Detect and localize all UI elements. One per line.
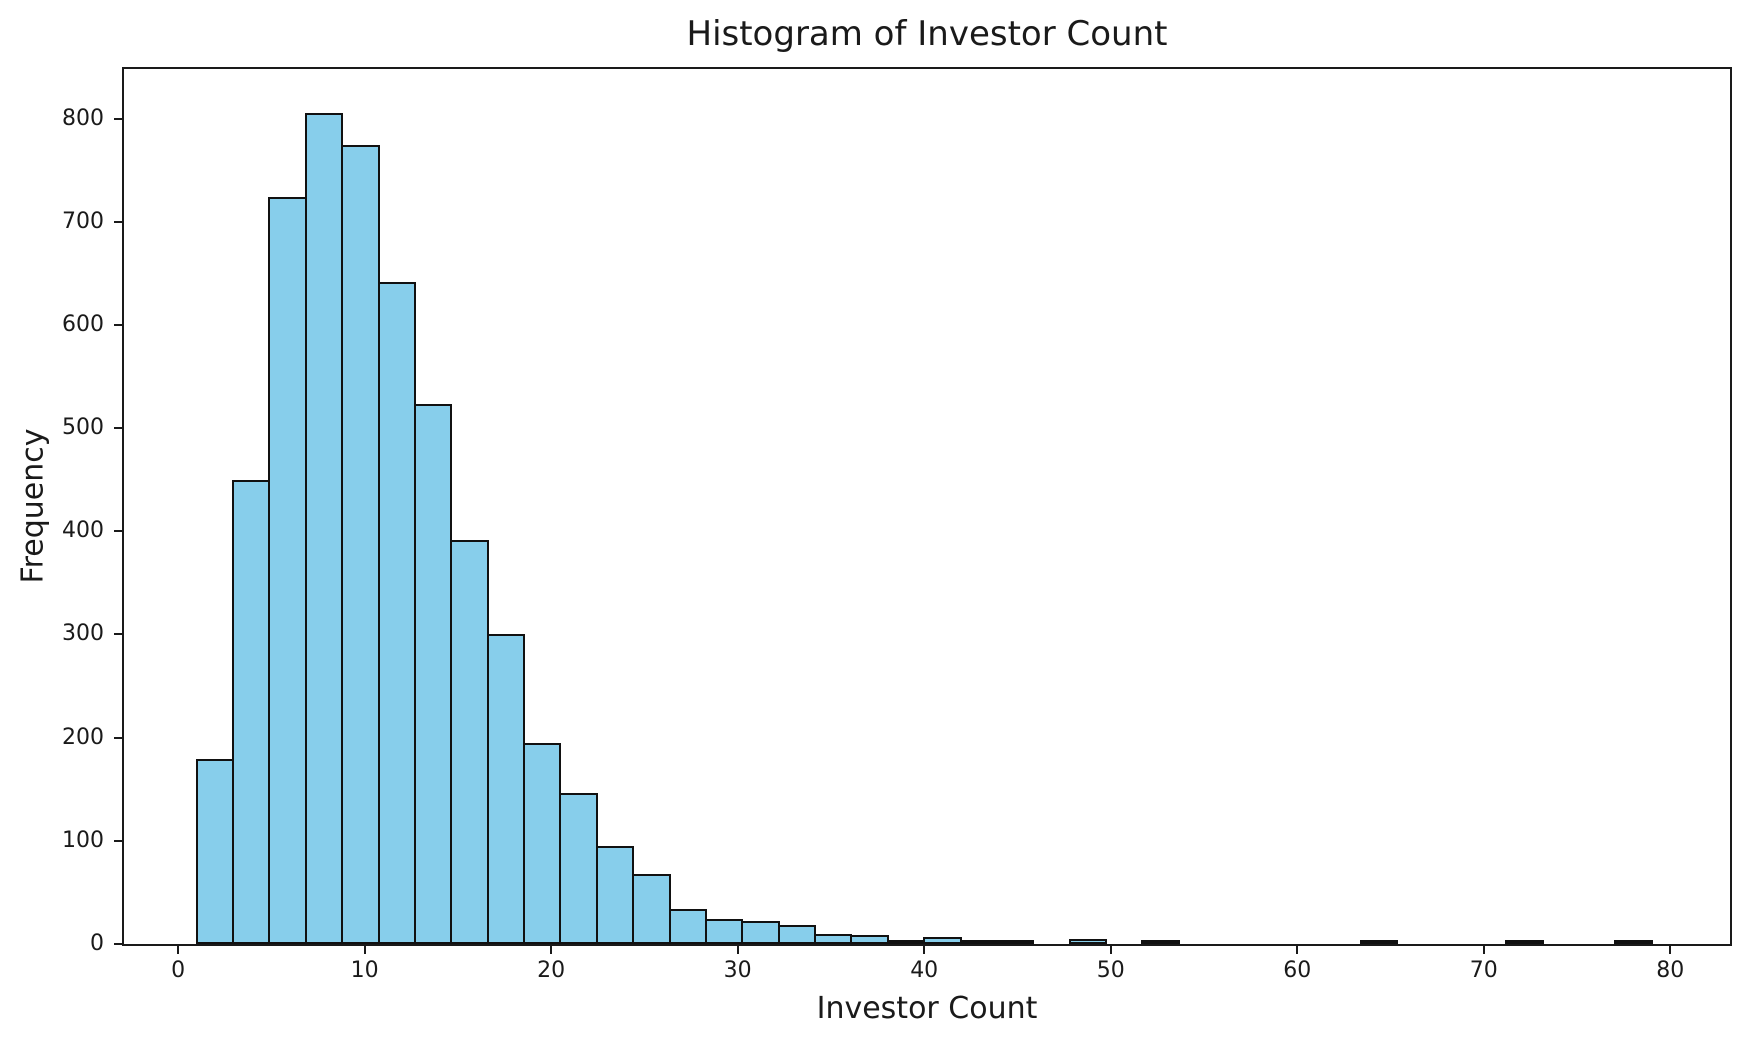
- histogram-bar: [741, 921, 780, 944]
- x-tick: [1109, 945, 1112, 954]
- x-tick-label: 50: [1096, 958, 1125, 983]
- y-tick: [114, 427, 123, 430]
- histogram-bar: [1505, 940, 1544, 944]
- y-tick-label: 0: [90, 931, 104, 956]
- y-tick-label: 400: [62, 518, 104, 544]
- histogram-bar: [1141, 940, 1180, 944]
- x-tick-label: 70: [1469, 958, 1498, 983]
- histogram-bar: [377, 281, 416, 944]
- y-tick: [114, 323, 123, 326]
- y-tick-label: 800: [62, 105, 104, 131]
- x-tick-label: 0: [171, 958, 186, 983]
- histogram-bar: [995, 940, 1035, 944]
- histogram-bar: [232, 479, 271, 944]
- y-tick-label: 600: [62, 311, 104, 337]
- x-tick: [1482, 945, 1485, 954]
- histogram-bar: [341, 145, 380, 944]
- histogram-bar: [959, 940, 998, 944]
- histogram-bar: [1359, 940, 1399, 944]
- histogram-bar: [595, 845, 635, 944]
- y-tick: [114, 117, 123, 120]
- histogram-bar: [559, 793, 598, 944]
- histogram-bar: [268, 196, 307, 944]
- x-tick: [177, 945, 180, 954]
- histogram-bar: [668, 908, 707, 944]
- y-tick-label: 700: [62, 208, 104, 234]
- x-tick: [1296, 945, 1299, 954]
- x-tick-label: 60: [1283, 958, 1312, 983]
- x-tick-label: 10: [350, 958, 379, 983]
- histogram-bar: [777, 925, 817, 944]
- x-tick: [1669, 945, 1672, 954]
- histogram-bar: [704, 919, 744, 944]
- histogram-bar: [850, 934, 889, 944]
- y-tick: [114, 633, 123, 636]
- x-tick-label: 20: [537, 958, 566, 983]
- y-tick: [114, 943, 123, 945]
- bars-layer: [124, 69, 1730, 944]
- histogram-bar: [450, 539, 489, 944]
- y-tick: [114, 220, 123, 223]
- y-tick: [114, 736, 123, 739]
- x-tick: [736, 945, 739, 954]
- y-tick-label: 100: [62, 827, 104, 853]
- x-tick: [923, 945, 926, 954]
- histogram-bar: [413, 404, 453, 944]
- y-tick-label: 500: [62, 415, 104, 441]
- y-tick-label: 300: [62, 621, 104, 647]
- histogram-bar: [1068, 938, 1108, 944]
- y-tick: [114, 530, 123, 533]
- y-tick-label: 200: [62, 724, 104, 750]
- x-tick: [363, 945, 366, 954]
- x-axis-label: Investor Count: [816, 991, 1038, 1026]
- histogram-bar: [632, 873, 671, 944]
- x-tick: [550, 945, 553, 954]
- histogram-bar: [523, 742, 562, 944]
- histogram-bar: [886, 939, 926, 944]
- y-axis-label: Frequency: [15, 428, 51, 584]
- histogram-bar: [304, 113, 344, 944]
- histogram-bar: [923, 936, 962, 944]
- histogram-bar: [486, 634, 526, 944]
- plot-area: [122, 67, 1732, 946]
- x-tick-label: 30: [723, 958, 752, 983]
- x-tick-label: 40: [910, 958, 939, 983]
- chart-title: Histogram of Investor Count: [686, 14, 1168, 54]
- histogram-bar: [814, 933, 853, 944]
- histogram-bar: [1614, 940, 1653, 944]
- y-tick: [114, 839, 123, 842]
- histogram-bar: [195, 759, 235, 944]
- x-tick-label: 80: [1656, 958, 1685, 983]
